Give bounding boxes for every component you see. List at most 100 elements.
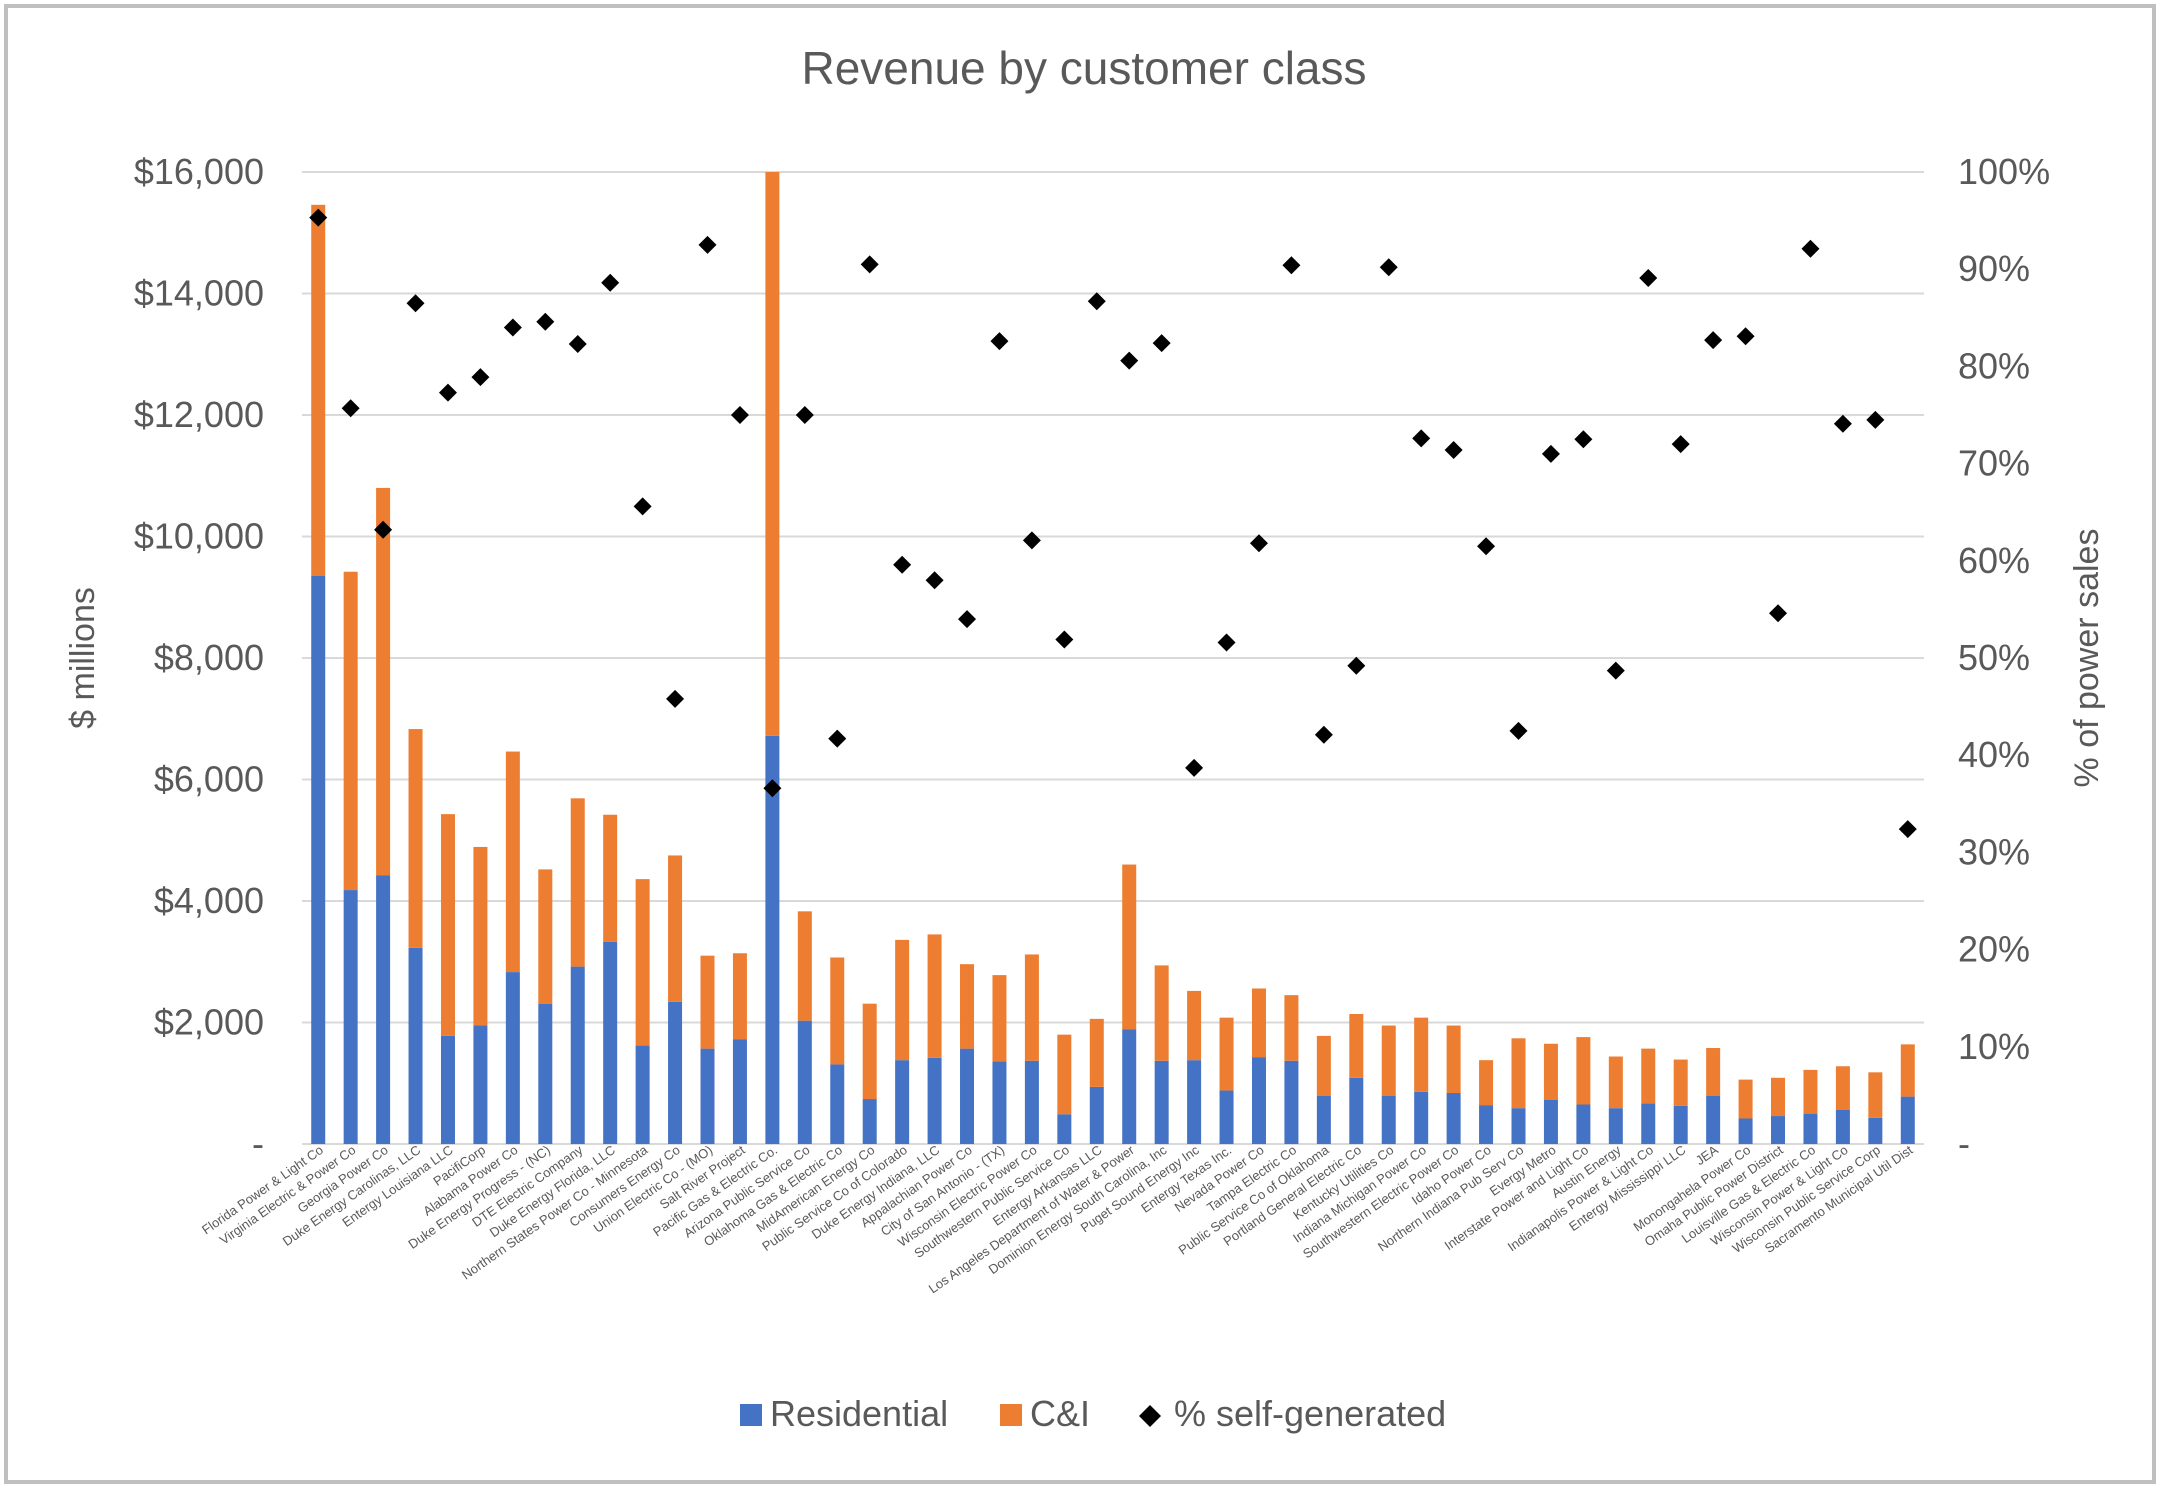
point-self-generated [958,610,977,629]
legend-swatch-ci [1000,1404,1022,1426]
bar-ci [343,571,358,891]
point-self-generated [666,689,685,708]
bar-ci [1803,1069,1818,1114]
point-self-generated [1282,256,1301,275]
point-self-generated [1412,429,1431,448]
point-self-generated [1152,334,1171,353]
bar-residential [1835,1109,1850,1144]
bar-residential [635,1045,650,1144]
y2-tick-label: 70% [1958,443,2030,484]
point-self-generated [1541,444,1560,463]
point-self-generated [698,235,717,254]
legend-label-residential: Residential [770,1393,948,1434]
bar-ci [603,814,618,942]
point-self-generated [795,406,814,424]
bar-residential [376,875,391,1144]
revenue-chart: Revenue by customer class - $2,000 $4,000 $… [64,42,2106,1434]
bar-ci [797,911,812,1021]
bar-residential [862,1099,877,1144]
y-tick-label: $8,000 [154,637,264,678]
point-self-generated [1671,435,1690,454]
point-self-generated [309,208,328,227]
y2-tick-label: 50% [1958,637,2030,678]
bar-ci [765,172,780,736]
y-tick-label: $4,000 [154,880,264,921]
bar-ci [1641,1048,1656,1104]
bar-ci [960,964,975,1049]
bar-residential [1089,1086,1104,1144]
bar-ci [1024,954,1039,1061]
point-self-generated [1185,758,1204,777]
bar-ci [1089,1018,1104,1087]
bar-residential [895,1060,910,1144]
bar-ci [830,957,845,1065]
bar-ci [1576,1037,1591,1105]
bar-ci [635,879,650,1046]
legend-label-self-generated: % self-generated [1174,1393,1446,1434]
bar-ci [927,934,942,1058]
bar-ci [1706,1048,1721,1097]
point-self-generated [1574,430,1593,449]
bar-residential [668,1001,683,1144]
point-self-generated [1866,410,1885,429]
y2-tick-label: 40% [1958,734,2030,775]
bar-ci [376,487,391,876]
bar-ci [1219,1017,1234,1091]
point-self-generated [341,399,360,418]
bar-residential [603,941,618,1144]
bar-residential [1543,1099,1558,1144]
bar-residential [797,1020,812,1144]
point-self-generated [990,332,1009,351]
bar-ci [505,751,520,973]
bar-ci [1479,1060,1494,1106]
y2-tick-label: 30% [1958,831,2030,872]
point-self-generated [374,520,393,539]
y-tick-label: $10,000 [134,516,264,557]
bar-residential [700,1048,715,1144]
bar-residential [1024,1060,1039,1144]
bar-ci [895,939,910,1061]
bar-ci [1446,1025,1461,1093]
bar-residential [1706,1096,1721,1144]
y2-tick-label: 80% [1958,345,2030,386]
bar-residential [473,1025,488,1144]
bar-ci [1511,1038,1526,1109]
y-tick-label: $14,000 [134,273,264,314]
bar-ci [1057,1034,1072,1115]
point-self-generated [1704,331,1723,350]
point-self-generated [763,779,782,798]
point-self-generated [1509,721,1528,740]
point-self-generated [471,368,490,387]
bar-ci [473,846,488,1026]
bar-ci [1284,995,1299,1061]
bar-residential [830,1064,845,1144]
bar-residential [1511,1108,1526,1144]
bar-ci [1154,965,1169,1061]
y-tick-label: $2,000 [154,1002,264,1043]
bar-residential [1900,1096,1915,1144]
bar-ci [1673,1059,1688,1106]
bar-residential [1251,1057,1266,1144]
bar-ci [1349,1013,1364,1078]
bar-residential [1479,1105,1494,1144]
y-axis-title: $ millions [64,587,102,729]
point-self-generated [828,729,847,748]
point-self-generated [1769,604,1788,623]
point-self-generated [1022,531,1041,550]
point-self-generated [1639,268,1658,287]
bar-ci [1543,1043,1558,1100]
point-self-generated [860,255,879,274]
bar-ci [311,204,326,576]
point-self-generated [1249,534,1268,553]
bar-residential [1608,1108,1623,1144]
bar-residential [927,1057,942,1144]
point-self-generated [601,273,620,292]
bar-residential [538,1003,553,1144]
bar-residential [505,972,520,1144]
bar-ci [1316,1035,1331,1097]
bar-ci [668,855,683,1002]
bar-ci [1122,864,1137,1030]
scatter-points [309,208,1917,839]
point-self-generated [1055,630,1074,649]
point-self-generated [438,383,457,402]
